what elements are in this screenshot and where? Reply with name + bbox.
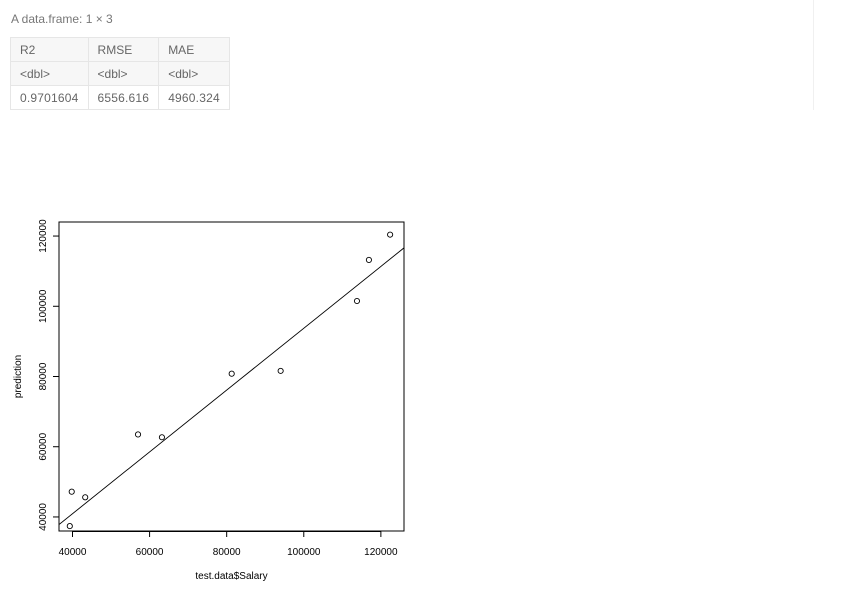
header-row: R2 RMSE MAE <box>10 37 230 62</box>
dataframe-caption: A data.frame: 1 × 3 <box>11 12 113 26</box>
column-type-mae: <dbl> <box>158 61 230 86</box>
x-tick-label: 120000 <box>364 547 398 558</box>
table-row: 0.9701604 6556.616 4960.324 <box>10 85 230 110</box>
column-type-rmse: <dbl> <box>87 61 160 86</box>
column-type-r2: <dbl> <box>10 61 89 86</box>
x-tick-label: 80000 <box>213 547 241 558</box>
data-point <box>228 370 235 377</box>
type-row: <dbl> <dbl> <dbl> <box>10 61 230 86</box>
dataframe-table: R2 RMSE MAE <dbl> <dbl> <dbl> 0.9701604 … <box>10 37 230 110</box>
data-point <box>158 434 165 441</box>
cell-mae: 4960.324 <box>158 85 230 110</box>
x-tick-label: 60000 <box>136 547 164 558</box>
regression-line <box>59 247 404 526</box>
x-tick-label: 100000 <box>287 547 321 558</box>
column-header-r2: R2 <box>10 37 89 62</box>
column-header-mae: MAE <box>158 37 230 62</box>
column-header-rmse: RMSE <box>87 37 160 62</box>
x-axis-label: test.data$Salary <box>195 571 267 582</box>
y-tick-label: 120000 <box>38 219 49 253</box>
data-point <box>134 431 142 438</box>
y-tick-label: 100000 <box>38 289 49 323</box>
data-point <box>68 488 75 495</box>
y-axis-label: prediction <box>13 355 24 398</box>
y-tick-label: 40000 <box>38 503 49 531</box>
data-point <box>277 367 284 374</box>
scatter-plot: 40000 60000 80000 100000 120000 40000 60000 800… <box>13 219 405 582</box>
data-point <box>365 256 372 263</box>
panel-divider <box>813 0 814 110</box>
y-tick-label: 80000 <box>38 362 49 390</box>
cell-r2: 0.9701604 <box>10 85 89 110</box>
y-tick-label: 60000 <box>38 432 49 460</box>
cell-rmse: 6556.616 <box>87 85 160 110</box>
data-point <box>82 494 89 501</box>
data-point <box>66 523 73 530</box>
data-point <box>353 297 361 305</box>
x-tick-label: 40000 <box>59 547 87 558</box>
data-point <box>387 231 394 238</box>
